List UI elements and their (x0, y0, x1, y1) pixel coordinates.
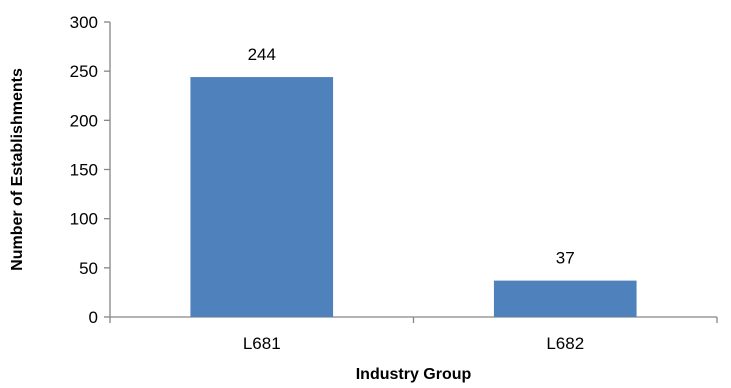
data-label-l681: 244 (248, 45, 276, 64)
y-tick-label: 300 (70, 13, 98, 32)
x-tick-label: L682 (546, 334, 584, 353)
x-axis-title: Industry Group (356, 366, 472, 383)
y-axis: 0 50 100 150 200 250 300 (70, 13, 111, 327)
y-tick-label: 50 (79, 259, 98, 278)
bars (190, 77, 637, 317)
y-tick-label: 100 (70, 210, 98, 229)
x-tick-label: L681 (243, 334, 281, 353)
y-tick-label: 150 (70, 161, 98, 180)
bar-l682 (493, 280, 637, 317)
data-labels: 244 37 (248, 45, 575, 268)
x-axis: L681 L682 (109, 316, 718, 353)
y-tick-label: 250 (70, 62, 98, 81)
y-axis-title: Number of Establishments (9, 68, 26, 271)
y-tick-label: 200 (70, 111, 98, 130)
bar-l681 (190, 77, 334, 317)
y-tick-label: 0 (89, 308, 98, 327)
data-label-l682: 37 (556, 249, 575, 268)
